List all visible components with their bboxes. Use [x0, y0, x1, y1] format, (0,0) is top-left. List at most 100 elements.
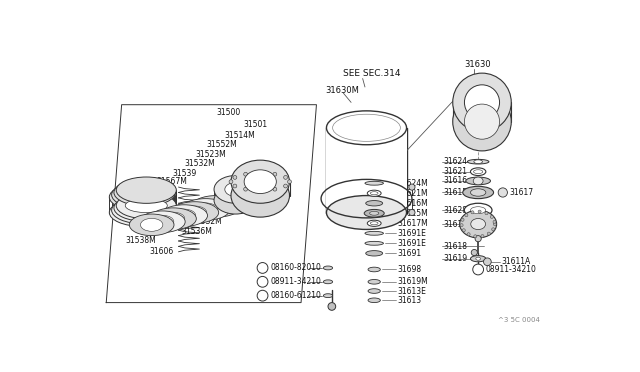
Ellipse shape [109, 183, 174, 211]
Text: 31611: 31611 [444, 219, 467, 228]
Ellipse shape [470, 189, 486, 196]
Circle shape [284, 176, 287, 179]
Circle shape [328, 302, 336, 310]
Bar [326, 128, 406, 212]
Text: 31552M: 31552M [206, 140, 237, 149]
Ellipse shape [214, 176, 257, 203]
Ellipse shape [140, 211, 185, 232]
Text: 31523M: 31523M [196, 150, 227, 159]
Ellipse shape [119, 205, 164, 220]
Ellipse shape [365, 181, 383, 185]
Ellipse shape [116, 192, 176, 219]
Ellipse shape [326, 111, 406, 145]
Circle shape [461, 218, 464, 221]
Circle shape [284, 184, 287, 188]
Text: 31606: 31606 [149, 247, 173, 256]
Ellipse shape [470, 207, 486, 214]
Text: 31536M: 31536M [182, 227, 212, 236]
Text: SEE SEC.314: SEE SEC.314 [344, 70, 401, 78]
Ellipse shape [121, 203, 165, 218]
Ellipse shape [365, 241, 383, 245]
Ellipse shape [114, 195, 175, 221]
Circle shape [259, 171, 262, 175]
Circle shape [257, 263, 268, 273]
Ellipse shape [463, 186, 493, 199]
Ellipse shape [116, 177, 176, 203]
Text: 31628: 31628 [444, 206, 467, 215]
Ellipse shape [171, 202, 219, 223]
Ellipse shape [231, 174, 289, 217]
Ellipse shape [465, 85, 500, 120]
Text: 31613: 31613 [397, 296, 421, 305]
Circle shape [478, 210, 481, 213]
Ellipse shape [323, 266, 333, 270]
Ellipse shape [323, 280, 333, 284]
Circle shape [233, 184, 237, 188]
Circle shape [244, 187, 248, 191]
Ellipse shape [368, 279, 380, 284]
Text: 31621: 31621 [444, 167, 467, 176]
Text: 31617M: 31617M [397, 219, 428, 228]
Text: ^3 5C 0004: ^3 5C 0004 [498, 317, 540, 323]
Text: 31536M: 31536M [216, 193, 247, 202]
Ellipse shape [141, 218, 163, 231]
Ellipse shape [452, 92, 511, 151]
Text: 31691E: 31691E [397, 229, 426, 238]
Ellipse shape [471, 218, 486, 230]
Circle shape [244, 172, 248, 176]
Text: B: B [260, 293, 265, 298]
Circle shape [481, 235, 484, 238]
Ellipse shape [368, 289, 380, 294]
Ellipse shape [464, 203, 492, 217]
Ellipse shape [151, 215, 174, 228]
Text: 31617: 31617 [509, 188, 533, 197]
Text: 31698: 31698 [397, 265, 421, 274]
Ellipse shape [125, 199, 167, 213]
Circle shape [465, 214, 468, 217]
Circle shape [474, 235, 477, 238]
Ellipse shape [364, 209, 384, 217]
Text: 08911-34210: 08911-34210 [486, 265, 537, 274]
Circle shape [498, 188, 508, 197]
Text: 08160-61210: 08160-61210 [270, 291, 321, 300]
Text: 31538M: 31538M [125, 237, 156, 246]
Circle shape [475, 235, 481, 242]
Text: 31532M: 31532M [184, 160, 215, 169]
Text: 31613E: 31613E [397, 286, 426, 295]
Ellipse shape [183, 206, 207, 219]
Circle shape [467, 233, 470, 236]
Circle shape [229, 180, 233, 184]
Text: N: N [476, 267, 481, 272]
Text: 31611A: 31611A [501, 257, 531, 266]
Circle shape [473, 264, 484, 275]
Ellipse shape [367, 220, 381, 226]
Text: 31621M: 31621M [397, 189, 428, 198]
Circle shape [273, 187, 276, 191]
Ellipse shape [162, 212, 185, 225]
Circle shape [471, 250, 477, 256]
Ellipse shape [365, 201, 383, 206]
Text: 31691: 31691 [397, 249, 421, 258]
Text: 31517M: 31517M [247, 165, 278, 174]
Circle shape [471, 211, 474, 214]
Text: 08911-34210: 08911-34210 [270, 277, 321, 286]
Text: 31616M: 31616M [397, 199, 428, 208]
Text: 31691E: 31691E [397, 239, 426, 248]
Text: 31532M: 31532M [192, 217, 223, 226]
Circle shape [409, 209, 415, 216]
Ellipse shape [476, 257, 481, 260]
Ellipse shape [474, 160, 483, 164]
Circle shape [273, 172, 276, 176]
Ellipse shape [368, 298, 380, 302]
Ellipse shape [460, 210, 497, 238]
Circle shape [485, 212, 488, 215]
Ellipse shape [161, 205, 207, 226]
Text: 31516M: 31516M [238, 174, 269, 183]
Text: 31630M: 31630M [325, 86, 359, 95]
Text: 31615M: 31615M [397, 209, 428, 218]
Text: 31630: 31630 [464, 60, 491, 69]
Circle shape [484, 258, 492, 266]
Ellipse shape [470, 256, 486, 262]
Circle shape [487, 232, 490, 235]
Ellipse shape [467, 159, 489, 164]
